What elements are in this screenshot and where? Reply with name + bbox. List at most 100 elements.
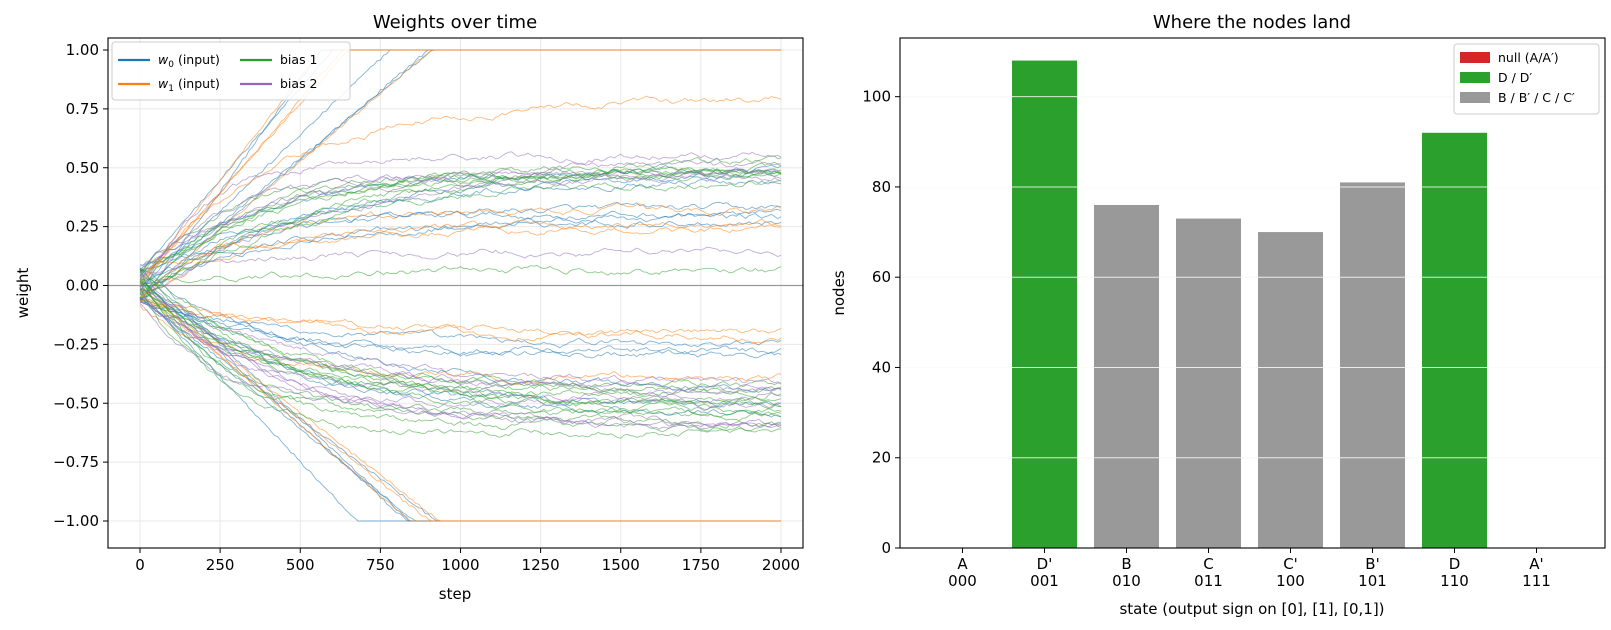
left-weight-line — [139, 268, 782, 439]
right-legend: null (A/A′) D / D′ B / B′ / C / C′ — [1453, 43, 1600, 115]
left-y-tick-label: 0.25 — [66, 218, 99, 236]
right-legend-swatch — [1460, 52, 1490, 63]
left-weight-line — [139, 159, 782, 267]
left-y-tick-label: 1.00 — [66, 41, 99, 59]
right-y-tick-label: 80 — [872, 178, 891, 196]
left-y-tick-label: 0.00 — [66, 277, 99, 295]
left-weight-line — [139, 297, 781, 430]
left-weight-line — [139, 281, 782, 400]
bar-6 — [1422, 132, 1487, 549]
left-x-tick-label: 1500 — [602, 556, 640, 574]
right-y-tick-label: 20 — [872, 449, 891, 467]
left-weight-line — [139, 180, 782, 301]
left-weight-line — [139, 95, 782, 285]
left-y-axis-label: weight — [14, 268, 32, 319]
left-y-tick-label: −0.75 — [53, 453, 99, 471]
right-x-tick-code: 010 — [1112, 572, 1141, 590]
right-x-tick-code: 001 — [1030, 572, 1059, 590]
right-x-tick-code: 110 — [1440, 572, 1469, 590]
left-weight-line — [139, 166, 782, 300]
bar-2 — [1094, 204, 1159, 548]
left-weight-line — [139, 298, 782, 349]
right-legend-label: B / B′ / C / C′ — [1498, 90, 1575, 105]
left-weight-line — [139, 168, 782, 278]
right-legend-label: D / D′ — [1498, 70, 1532, 85]
where-nodes-land-chart: 020406080100A000D'001B010C011C'100B'101D… — [830, 12, 1606, 618]
left-plot-area — [108, 38, 803, 548]
right-x-tick-label: A — [957, 555, 968, 573]
right-y-axis-label: nodes — [830, 270, 848, 315]
right-x-tick-code: 100 — [1276, 572, 1305, 590]
right-x-tick-code: 101 — [1358, 572, 1387, 590]
right-legend-swatch — [1460, 72, 1490, 83]
left-weight-line — [139, 298, 782, 344]
right-x-tick-code: 000 — [948, 572, 977, 590]
bar-4 — [1258, 232, 1323, 548]
right-x-tick-label: D' — [1037, 555, 1053, 573]
left-y-tick-label: −0.25 — [53, 335, 99, 353]
left-weight-line — [139, 164, 782, 272]
left-x-tick-label: 500 — [286, 556, 315, 574]
left-legend-label: bias 1 — [280, 52, 318, 67]
left-weight-line — [139, 289, 782, 359]
left-weight-line — [139, 267, 782, 415]
left-weight-line — [139, 49, 781, 287]
left-y-tick-label: −0.50 — [53, 394, 99, 412]
left-y-tick-label: −1.00 — [53, 512, 99, 530]
left-x-axis-label: step — [439, 585, 471, 603]
left-ticks: 0 250 500 750 1000 1250 1500 1750 2000 −1.00 −0.75… — [53, 41, 800, 574]
left-weight-line — [139, 212, 782, 288]
left-weight-line — [139, 265, 782, 284]
weights-over-time-chart: 0 250 500 750 1000 1250 1500 1750 2000 −1.00 −0.75… — [14, 12, 804, 603]
left-weight-line — [139, 280, 782, 429]
left-weight-line — [139, 171, 782, 294]
left-weight-line — [139, 303, 782, 410]
bar-3 — [1176, 218, 1241, 548]
left-weight-line — [139, 202, 782, 301]
left-x-tick-label: 1250 — [522, 556, 560, 574]
left-chart-title: Weights over time — [373, 12, 537, 33]
left-weight-line — [139, 301, 782, 356]
right-y-tick-label: 60 — [872, 268, 891, 286]
left-x-tick-label: 2000 — [762, 556, 800, 574]
left-weight-lines — [139, 49, 782, 522]
left-legend-label: w0 (input) — [158, 52, 220, 70]
left-weight-line — [139, 298, 782, 404]
left-legend-label: bias 2 — [280, 76, 318, 91]
right-x-tick-label: B' — [1365, 555, 1379, 573]
right-x-tick-label: C' — [1283, 555, 1298, 573]
left-x-tick-label: 750 — [366, 556, 395, 574]
right-bars — [1012, 60, 1487, 549]
left-weight-line — [139, 286, 781, 522]
right-ticks: 020406080100A000D'001B010C011C'100B'101D… — [862, 88, 1550, 590]
bar-5 — [1340, 182, 1405, 548]
right-legend-label: null (A/A′) — [1498, 50, 1559, 65]
right-axes-frame — [899, 37, 1606, 549]
left-weight-line — [139, 289, 782, 385]
left-weight-line — [139, 218, 782, 303]
right-x-tick-label: B — [1121, 555, 1131, 573]
left-weight-line — [139, 151, 782, 293]
right-legend-swatch — [1460, 92, 1490, 103]
left-weight-line — [139, 274, 782, 433]
left-weight-line — [139, 167, 782, 274]
left-weight-line — [139, 168, 782, 300]
left-weight-line — [139, 267, 782, 393]
right-x-tick-code: 111 — [1522, 572, 1551, 590]
left-weight-line — [139, 171, 782, 271]
left-x-tick-label: 1000 — [441, 556, 479, 574]
right-x-tick-code: 011 — [1194, 572, 1223, 590]
left-legend: w0 (input) w1 (input) bias 1 bias 2 — [111, 41, 351, 101]
left-x-tick-label: 0 — [135, 556, 145, 574]
left-weight-line — [139, 299, 782, 396]
left-weight-line — [139, 282, 782, 389]
right-y-tick-label: 0 — [881, 539, 891, 557]
bar-1 — [1012, 60, 1077, 548]
left-y-tick-label: 0.75 — [66, 100, 99, 118]
left-legend-label: w1 (input) — [158, 76, 220, 94]
right-x-tick-label: A' — [1529, 555, 1543, 573]
left-legend-box — [111, 41, 351, 101]
right-y-tick-label: 100 — [862, 88, 891, 106]
left-weight-line — [139, 288, 782, 418]
left-x-tick-label: 1750 — [682, 556, 720, 574]
